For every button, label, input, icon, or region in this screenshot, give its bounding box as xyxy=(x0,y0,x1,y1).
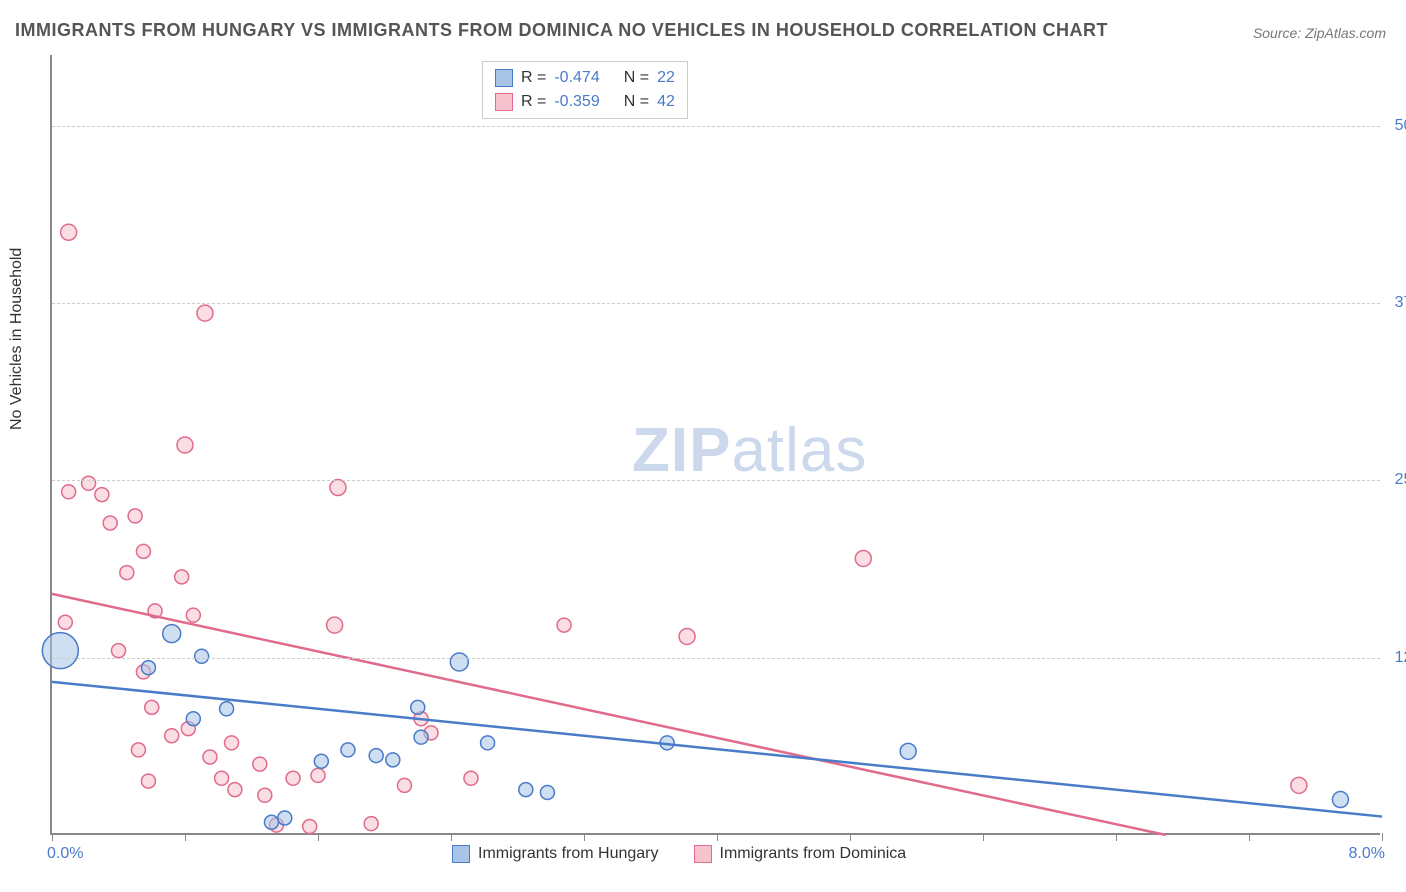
data-point xyxy=(228,783,242,797)
gridline xyxy=(52,303,1380,304)
gridline xyxy=(52,126,1380,127)
data-point xyxy=(141,661,155,675)
data-point xyxy=(203,750,217,764)
x-tick xyxy=(185,833,186,841)
trend-line xyxy=(52,682,1382,817)
data-point xyxy=(330,480,346,496)
data-point xyxy=(225,736,239,750)
data-point xyxy=(42,633,78,669)
chart-title: IMMIGRANTS FROM HUNGARY VS IMMIGRANTS FR… xyxy=(15,20,1108,41)
data-point xyxy=(215,771,229,785)
data-point xyxy=(253,757,267,771)
swatch-pink-icon xyxy=(694,845,712,863)
data-point xyxy=(386,753,400,767)
data-point xyxy=(163,625,181,643)
data-point xyxy=(120,566,134,580)
data-point xyxy=(278,811,292,825)
data-point xyxy=(264,815,278,829)
legend-item-hungary: Immigrants from Hungary xyxy=(452,845,659,863)
data-point xyxy=(145,700,159,714)
x-tick xyxy=(584,833,585,841)
data-point xyxy=(1332,792,1348,808)
data-point xyxy=(519,783,533,797)
x-tick xyxy=(983,833,984,841)
data-point xyxy=(197,305,213,321)
data-point xyxy=(557,618,571,632)
data-point xyxy=(397,778,411,792)
chart-svg xyxy=(52,55,1380,833)
y-tick-label: 50.0% xyxy=(1385,117,1406,135)
data-point xyxy=(186,712,200,726)
data-point xyxy=(136,544,150,558)
data-point xyxy=(112,644,126,658)
data-point xyxy=(61,224,77,240)
data-point xyxy=(195,649,209,663)
data-point xyxy=(128,509,142,523)
data-point xyxy=(286,771,300,785)
data-point xyxy=(175,570,189,584)
data-point xyxy=(58,615,72,629)
data-point xyxy=(679,628,695,644)
data-point xyxy=(481,736,495,750)
data-point xyxy=(165,729,179,743)
y-tick-label: 37.5% xyxy=(1385,294,1406,312)
data-point xyxy=(103,516,117,530)
swatch-blue-icon xyxy=(452,845,470,863)
legend-label: Immigrants from Dominica xyxy=(720,845,907,863)
data-point xyxy=(900,743,916,759)
legend-label: Immigrants from Hungary xyxy=(478,845,659,863)
legend-item-dominica: Immigrants from Dominica xyxy=(694,845,907,863)
x-tick xyxy=(1382,833,1383,841)
x-tick xyxy=(451,833,452,841)
x-tick xyxy=(1116,833,1117,841)
x-tick xyxy=(717,833,718,841)
data-point xyxy=(464,771,478,785)
data-point xyxy=(855,550,871,566)
y-tick-label: 25.0% xyxy=(1385,471,1406,489)
data-point xyxy=(414,730,428,744)
plot-area: ZIPatlas R = -0.474 N = 22 R = -0.359 N … xyxy=(50,55,1380,835)
y-tick-label: 12.5% xyxy=(1385,649,1406,667)
data-point xyxy=(311,768,325,782)
data-point xyxy=(540,785,554,799)
data-point xyxy=(62,485,76,499)
x-tick xyxy=(1249,833,1250,841)
source-attribution: Source: ZipAtlas.com xyxy=(1253,25,1386,41)
data-point xyxy=(177,437,193,453)
data-point xyxy=(327,617,343,633)
data-point xyxy=(95,488,109,502)
data-point xyxy=(220,702,234,716)
data-point xyxy=(186,608,200,622)
x-axis-max-label: 8.0% xyxy=(1349,845,1385,863)
data-point xyxy=(303,819,317,833)
data-point xyxy=(341,743,355,757)
data-point xyxy=(258,788,272,802)
trend-line xyxy=(52,594,1166,835)
x-axis-min-label: 0.0% xyxy=(47,845,83,863)
y-axis-label: No Vehicles in Household xyxy=(8,248,26,430)
data-point xyxy=(364,817,378,831)
data-point xyxy=(82,476,96,490)
data-point xyxy=(141,774,155,788)
data-point xyxy=(1291,777,1307,793)
series-legend: Immigrants from Hungary Immigrants from … xyxy=(452,845,906,863)
gridline xyxy=(52,480,1380,481)
gridline xyxy=(52,658,1380,659)
data-point xyxy=(450,653,468,671)
data-point xyxy=(131,743,145,757)
data-point xyxy=(411,700,425,714)
x-tick xyxy=(52,833,53,841)
data-point xyxy=(369,749,383,763)
data-point xyxy=(314,754,328,768)
x-tick xyxy=(318,833,319,841)
x-tick xyxy=(850,833,851,841)
